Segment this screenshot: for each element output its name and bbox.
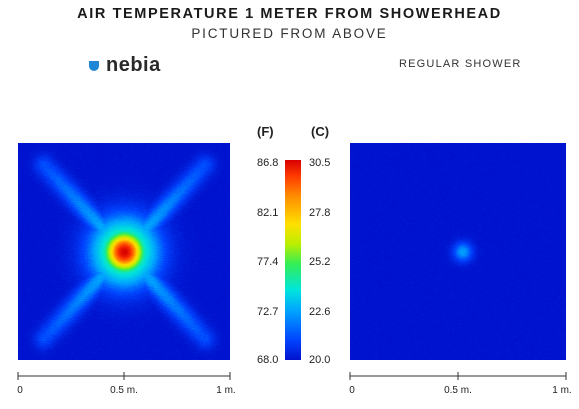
colorbar-tick-f: 68.0 <box>257 354 279 366</box>
x-axis-left: 0 0.5 m. 1 m. <box>17 372 236 396</box>
colorbar <box>285 160 301 360</box>
heatmap-regular-shower <box>350 143 566 360</box>
unit-label-fahrenheit: (F) <box>257 124 274 139</box>
colorbar-tick-f: 86.8 <box>257 157 279 169</box>
colorbar-tick-f: 82.1 <box>257 207 279 219</box>
x-tick-label: 1 m. <box>216 385 235 396</box>
x-tick-label: 0.5 m. <box>110 385 138 396</box>
colorbar-tick-c: 22.6 <box>309 306 331 318</box>
x-axis-right: 0 0.5 m. 1 m. <box>349 372 572 396</box>
x-tick-label: 1 m. <box>552 385 571 396</box>
nebia-logo: nebia <box>88 54 161 77</box>
colorbar-tick-c: 27.8 <box>309 207 331 219</box>
colorbar-tick-c: 20.0 <box>309 354 331 366</box>
unit-label-celsius: (C) <box>311 124 330 139</box>
colorbar-tick-c: 30.5 <box>309 157 331 169</box>
x-tick-label: 0 <box>17 385 23 396</box>
colorbar-tick-f: 72.7 <box>257 306 279 318</box>
x-tick-label: 0 <box>349 385 355 396</box>
heatmap-nebia <box>18 143 230 360</box>
chart-title: AIR TEMPERATURE 1 METER FROM SHOWERHEAD <box>77 6 502 22</box>
logo-text: nebia <box>106 54 161 76</box>
x-tick-label: 0.5 m. <box>444 385 472 396</box>
colorbar-tick-c: 25.2 <box>309 256 331 268</box>
colorbar-tick-f: 77.4 <box>257 256 279 268</box>
regular-shower-label: REGULAR SHOWER <box>399 58 522 70</box>
chart-subtitle: PICTURED FROM ABOVE <box>191 26 388 41</box>
droplet-icon <box>89 61 99 71</box>
